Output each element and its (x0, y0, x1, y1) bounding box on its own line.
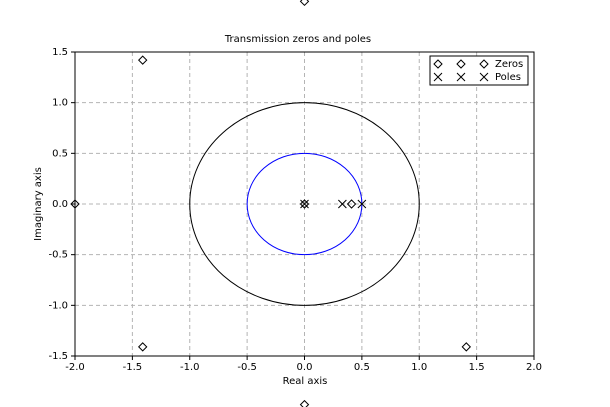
diamond-marker (299, 199, 310, 209)
plot-frame (74, 51, 535, 357)
x-marker (338, 199, 347, 209)
diamond-marker (479, 59, 489, 69)
x-marker (433, 72, 443, 82)
diamond-marker (456, 59, 466, 69)
x-marker (300, 199, 309, 209)
diamond-marker (70, 199, 80, 209)
x-tick-label: 0.5 (354, 362, 370, 373)
diamond-marker (137, 55, 148, 65)
chart-title: Transmission zeros and poles (224, 34, 371, 45)
x-tick-label: 1.0 (411, 362, 427, 373)
legend-label: Poles (495, 72, 521, 83)
diamond-marker (346, 199, 357, 209)
diamond-marker (433, 59, 443, 69)
y-axis-label: Imaginary axis (33, 167, 44, 241)
x-marker (357, 199, 367, 209)
circle (189, 102, 420, 306)
diamond-marker (299, 0, 310, 7)
y-tick-label: -1.5 (48, 351, 68, 362)
diamond-marker (461, 342, 472, 352)
legend-box (429, 55, 529, 86)
x-tick-label: -2.0 (65, 362, 85, 373)
y-tick-label: -0.5 (48, 250, 68, 261)
x-marker (456, 72, 466, 82)
x-tick-label: 2.0 (526, 362, 542, 373)
diamond-marker (299, 399, 310, 407)
y-tick-label: 1.5 (52, 47, 68, 58)
x-tick-label: 0.0 (297, 362, 313, 373)
y-tick-label: 0.0 (52, 199, 68, 210)
legend-label: Zeros (495, 59, 523, 70)
x-tick-label: -1.0 (180, 362, 200, 373)
x-tick-label: -1.5 (123, 362, 143, 373)
y-tick-label: 0.5 (52, 148, 68, 159)
diamond-marker (137, 342, 148, 352)
x-marker (479, 72, 489, 82)
y-tick-label: 1.0 (52, 98, 68, 109)
y-tick-label: -1.0 (48, 300, 68, 311)
x-axis-label: Real axis (283, 376, 328, 387)
x-tick-label: -0.5 (237, 362, 257, 373)
x-tick-label: 1.5 (469, 362, 485, 373)
